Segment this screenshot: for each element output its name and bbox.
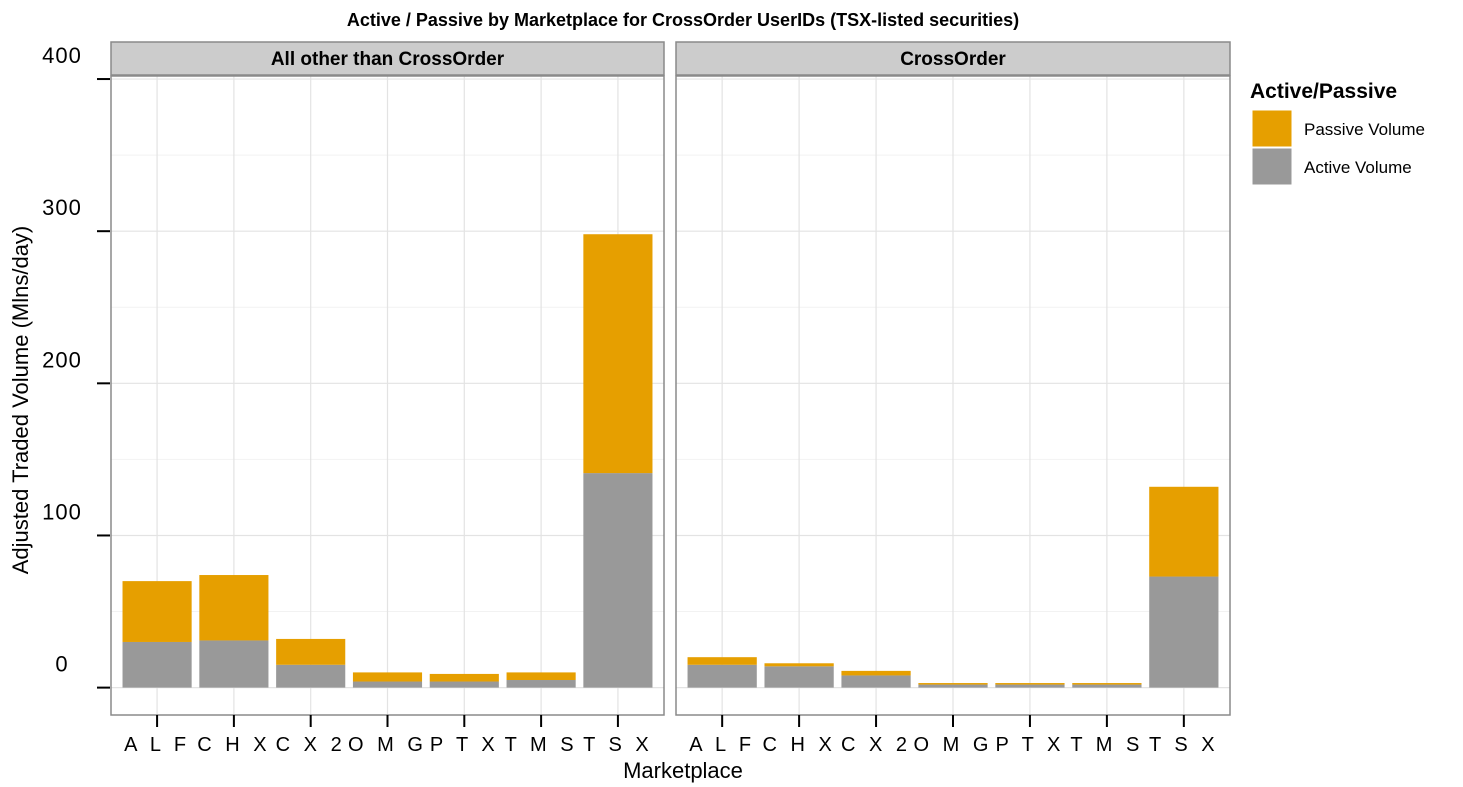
facet-panel: All other than CrossOrder A L F C H X C X 2… xyxy=(110,41,665,756)
bar-passive-volume xyxy=(506,672,576,681)
bar-passive-volume xyxy=(276,638,346,665)
x-tick-label: A L F xyxy=(689,734,755,756)
legend-label: Passive Volume xyxy=(1304,120,1425,139)
x-tick-label: P T X xyxy=(430,734,499,756)
x-axis-label: Marketplace xyxy=(623,758,743,783)
bar-active-volume xyxy=(687,664,757,688)
bar-passive-volume xyxy=(764,663,834,667)
bar-active-volume xyxy=(506,680,576,688)
legend: Active/Passive Passive Volume Active Volum… xyxy=(1250,80,1425,186)
bar-active-volume xyxy=(918,684,988,688)
bar-passive-volume xyxy=(841,670,911,676)
bar-active-volume xyxy=(352,681,423,688)
bar-passive-volume xyxy=(1072,683,1142,685)
bar-active-volume xyxy=(583,473,653,688)
y-tick-label: 300 xyxy=(42,195,82,220)
legend-swatch xyxy=(1251,109,1293,148)
x-tick-label: T S X xyxy=(1149,734,1219,756)
bar-active-volume xyxy=(841,675,911,688)
x-tick-label: T M S xyxy=(1070,734,1143,756)
x-tick-label: O M G xyxy=(348,734,427,756)
facet-strip-label: All other than CrossOrder xyxy=(271,49,505,70)
x-tick-label: C X 2 xyxy=(841,734,911,756)
x-tick-label: C X 2 xyxy=(276,734,346,756)
facet-strip xyxy=(110,41,665,76)
bar-active-volume xyxy=(276,664,346,688)
x-tick-label: A L F xyxy=(124,734,190,756)
bar-passive-volume xyxy=(122,581,192,642)
bar-active-volume xyxy=(1149,576,1219,688)
bar-active-volume xyxy=(429,681,499,688)
x-tick-label: C H X xyxy=(197,734,270,756)
legend-label: Active Volume xyxy=(1304,158,1412,177)
bar-active-volume xyxy=(1072,684,1142,688)
bar-passive-volume xyxy=(583,234,653,474)
bar-passive-volume xyxy=(429,673,499,682)
y-tick-label: 400 xyxy=(42,43,82,68)
legend-swatch xyxy=(1251,147,1293,186)
y-axis: 0 100 200 300 400 xyxy=(42,43,110,689)
y-tick-label: 200 xyxy=(42,347,82,372)
bar-active-volume xyxy=(122,641,192,688)
x-tick-label: T M S xyxy=(505,734,578,756)
x-tick-label: C H X xyxy=(762,734,835,756)
bar-passive-volume xyxy=(687,657,757,665)
chart-title: Active / Passive by Marketplace for Cros… xyxy=(347,10,1019,30)
y-axis-label: Adjusted Traded Volume (Mlns/day) xyxy=(8,226,33,575)
bar-passive-volume xyxy=(199,575,269,641)
x-tick-label: P T X xyxy=(995,734,1064,756)
bar-active-volume xyxy=(995,684,1065,688)
y-tick-label: 0 xyxy=(55,652,68,677)
x-tick-label: T S X xyxy=(583,734,653,756)
bar-passive-volume xyxy=(352,672,423,682)
x-tick-label: O M G xyxy=(914,734,993,756)
bar-active-volume xyxy=(764,666,834,688)
bar-passive-volume xyxy=(995,683,1065,685)
legend-title: Active/Passive xyxy=(1250,80,1397,103)
bar-active-volume xyxy=(199,640,269,688)
y-tick-label: 100 xyxy=(42,499,82,524)
facet-strip xyxy=(675,41,1231,76)
facet-strip-label: CrossOrder xyxy=(900,49,1006,70)
bar-passive-volume xyxy=(918,683,988,685)
bar-passive-volume xyxy=(1149,486,1219,577)
facet-panels: All other than CrossOrder A L F C H X C X 2… xyxy=(110,41,1231,756)
